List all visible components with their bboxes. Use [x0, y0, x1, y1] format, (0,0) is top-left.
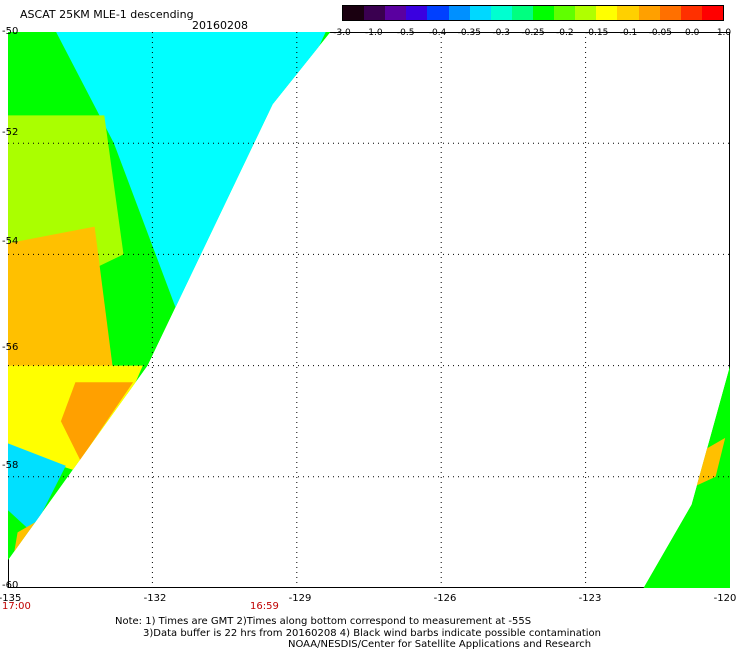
- note-line: NOAA/NESDIS/Center for Satellite Applica…: [288, 639, 592, 650]
- colorbar-swatch: [469, 6, 491, 20]
- colorbar-swatch: [385, 6, 407, 20]
- colorbar-swatch: [659, 6, 681, 20]
- colorbar-swatch: [511, 6, 533, 20]
- left-swath: [8, 32, 331, 561]
- y-tick-label: -56: [2, 342, 19, 353]
- colorbar-swatch: [406, 6, 428, 20]
- y-tick-label: -58: [2, 460, 19, 471]
- colorbar-swatch: [427, 6, 449, 20]
- colorbar-swatch: [448, 6, 470, 20]
- note-line: Note: 1) Times are GMT 2)Times along bot…: [115, 616, 532, 627]
- map-date: 20160208: [192, 19, 248, 32]
- swath-base: [643, 365, 730, 588]
- x-tick-label: -132: [143, 593, 167, 604]
- y-tick-label: -60: [2, 580, 19, 591]
- colorbar-swatch: [554, 6, 576, 20]
- time-label: 16:59: [250, 601, 279, 612]
- swath-region: [56, 32, 326, 310]
- right-swath: [643, 365, 730, 588]
- colorbar-swatch: [680, 6, 702, 20]
- y-tick-label: -50: [2, 26, 19, 37]
- colorbar-swatch: [575, 6, 597, 20]
- time-label: 17:00: [2, 601, 31, 612]
- colorbar-swatch: [638, 6, 660, 20]
- x-tick-label: -123: [578, 593, 602, 604]
- notes: Note: 1) Times are GMT 2)Times along bot…: [115, 616, 601, 651]
- swath-region: [8, 226, 114, 394]
- colorbar-swatch: [490, 6, 512, 20]
- x-tick-label: -120: [713, 593, 737, 604]
- colorbar-swatch: [343, 6, 365, 20]
- colorbar-swatch: [617, 6, 639, 20]
- map-title: ASCAT 25KM MLE-1 descending: [20, 8, 194, 21]
- map-panel: [8, 32, 730, 588]
- swath-region: [8, 443, 66, 533]
- swath-region: [691, 437, 726, 488]
- x-tick-label: -135: [0, 593, 22, 604]
- swath-region: [60, 382, 134, 461]
- colorbar-swatch: [596, 6, 618, 20]
- y-tick-label: -54: [2, 236, 19, 247]
- colorbar: [342, 5, 724, 21]
- colorbar-swatch: [701, 6, 723, 20]
- y-tick-label: -52: [2, 127, 19, 138]
- x-tick-label: -129: [288, 593, 312, 604]
- colorbar-swatch: [532, 6, 555, 20]
- x-tick-label: -126: [433, 593, 457, 604]
- colorbar-swatch: [364, 6, 386, 20]
- note-line: 3)Data buffer is 22 hrs from 20160208 4)…: [143, 627, 601, 639]
